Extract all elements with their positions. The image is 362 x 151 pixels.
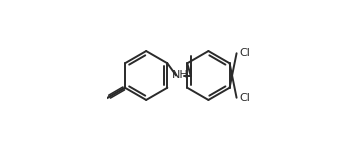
Text: Cl: Cl xyxy=(240,48,251,58)
Text: Cl: Cl xyxy=(240,93,251,103)
Text: NH: NH xyxy=(172,71,189,80)
